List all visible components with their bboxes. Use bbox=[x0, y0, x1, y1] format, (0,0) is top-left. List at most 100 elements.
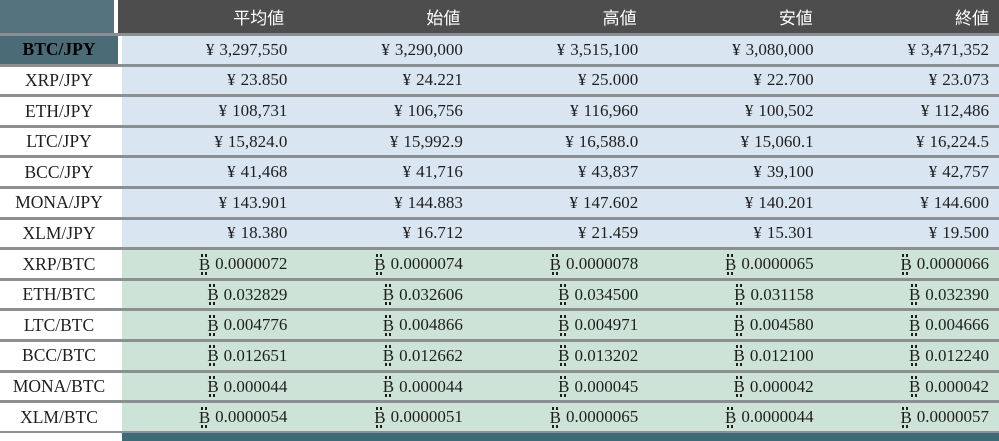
bitcoin-symbol: B bbox=[733, 376, 745, 397]
price-cell[interactable]: ¥144.600 bbox=[823, 189, 999, 217]
price-cell[interactable]: ¥22.700 bbox=[648, 66, 824, 95]
price-cell[interactable]: ¥16,588.0 bbox=[472, 127, 649, 156]
price-cell[interactable]: B 0.004971 bbox=[472, 311, 649, 340]
price-cell[interactable]: ¥3,515,100 bbox=[472, 36, 649, 64]
price-value: 0.0000051 bbox=[390, 407, 463, 427]
yen-symbol: ¥ bbox=[381, 39, 390, 59]
pair-label: XLM/JPY bbox=[22, 222, 96, 243]
pair-label-cell[interactable]: ETH/JPY bbox=[0, 97, 122, 125]
pair-label-cell[interactable]: MONA/BTC bbox=[0, 372, 122, 401]
price-cell[interactable]: B 0.0000066 bbox=[823, 250, 999, 278]
price-cell[interactable]: B 0.012651 bbox=[122, 342, 298, 370]
price-cell[interactable]: B 0.032390 bbox=[823, 280, 999, 309]
pair-label-cell[interactable]: ETH/BTC bbox=[0, 280, 122, 309]
price-cell[interactable]: B 0.032606 bbox=[297, 280, 473, 309]
yen-symbol: ¥ bbox=[556, 39, 566, 59]
price-cell[interactable]: B 0.000044 bbox=[297, 372, 473, 401]
price-cell[interactable]: ¥3,297,550 bbox=[122, 36, 298, 64]
yen-symbol: ¥ bbox=[907, 39, 917, 59]
yen-symbol: ¥ bbox=[570, 101, 579, 121]
price-value: 108,731 bbox=[232, 101, 288, 121]
price-cell[interactable]: ¥15,060.1 bbox=[648, 127, 824, 156]
pair-label-cell[interactable]: BCC/BTC bbox=[0, 342, 122, 370]
price-cell[interactable]: B 0.000044 bbox=[122, 372, 298, 401]
price-value: 0.012651 bbox=[223, 345, 288, 365]
price-cell[interactable]: B 0.000042 bbox=[823, 372, 999, 401]
price-cell[interactable]: B 0.0000065 bbox=[648, 250, 824, 278]
price-cell[interactable]: ¥16,224.5 bbox=[823, 127, 999, 156]
pair-label-cell[interactable]: BTC/JPY bbox=[0, 36, 122, 64]
price-cell[interactable]: ¥108,731 bbox=[122, 97, 298, 125]
price-cell[interactable]: B 0.012100 bbox=[648, 342, 824, 370]
price-cell[interactable]: ¥23.073 bbox=[823, 66, 999, 95]
price-cell[interactable]: ¥43,837 bbox=[472, 158, 649, 187]
price-cell[interactable]: ¥15,992.9 bbox=[297, 127, 473, 156]
price-cell[interactable]: B 0.0000074 bbox=[297, 250, 473, 278]
price-cell[interactable]: B 0.004580 bbox=[648, 311, 824, 340]
bitcoin-symbol: B bbox=[734, 284, 746, 306]
price-value: 0.012240 bbox=[925, 345, 990, 365]
pair-label-cell[interactable]: LTC/JPY bbox=[0, 127, 122, 156]
price-cell[interactable]: B 0.0000078 bbox=[472, 250, 649, 278]
price-cell[interactable]: B 0.000042 bbox=[648, 372, 824, 401]
price-cell[interactable]: ¥21.459 bbox=[472, 219, 649, 248]
price-cell[interactable]: ¥147.602 bbox=[472, 189, 649, 217]
price-cell[interactable]: ¥39,100 bbox=[648, 158, 824, 187]
table-row: BCC/BTC B 0.012651 B 0.012662 B 0.013202 B 0.01… bbox=[0, 339, 999, 370]
price-cell[interactable]: B 0.0000065 bbox=[472, 403, 649, 431]
price-cell[interactable]: ¥19.500 bbox=[823, 219, 999, 248]
pair-label-cell[interactable]: LTC/BTC bbox=[0, 311, 122, 340]
price-cell[interactable]: ¥3,290,000 bbox=[297, 36, 473, 64]
price-cell[interactable]: B 0.0000051 bbox=[297, 403, 473, 431]
price-cell[interactable]: B 0.000045 bbox=[472, 372, 649, 401]
price-cell[interactable]: ¥143.901 bbox=[122, 189, 298, 217]
price-cell[interactable]: ¥112,486 bbox=[823, 97, 999, 125]
price-value: 0.004666 bbox=[925, 315, 990, 335]
price-cell[interactable]: ¥25.000 bbox=[472, 66, 649, 95]
price-cell[interactable]: ¥24.221 bbox=[297, 66, 473, 95]
price-cell[interactable]: B 0.0000057 bbox=[823, 403, 999, 431]
price-cell[interactable]: ¥106,756 bbox=[297, 97, 473, 125]
price-cell[interactable]: B 0.0000044 bbox=[648, 403, 824, 431]
price-cell[interactable]: B 0.032829 bbox=[122, 280, 298, 309]
price-cell[interactable]: ¥3,080,000 bbox=[648, 36, 824, 64]
pair-label-cell[interactable]: MONA/JPY bbox=[0, 189, 122, 217]
price-cell[interactable]: B 0.0000054 bbox=[122, 403, 298, 431]
yen-symbol: ¥ bbox=[227, 70, 236, 90]
price-cell[interactable]: ¥18.380 bbox=[122, 219, 298, 248]
pair-label-cell[interactable]: XLM/BTC bbox=[0, 403, 122, 431]
price-cell[interactable]: ¥100,502 bbox=[648, 97, 824, 125]
price-cell[interactable]: ¥23.850 bbox=[122, 66, 298, 95]
price-cell[interactable]: B 0.004866 bbox=[297, 311, 473, 340]
price-cell[interactable]: ¥15.301 bbox=[648, 219, 824, 248]
price-cell[interactable]: ¥3,471,352 bbox=[823, 36, 999, 64]
price-cell[interactable]: ¥41,716 bbox=[297, 158, 473, 187]
price-cell[interactable]: ¥116,960 bbox=[472, 97, 649, 125]
yen-symbol: ¥ bbox=[928, 162, 938, 182]
price-cell[interactable]: ¥140.201 bbox=[648, 189, 824, 217]
price-cell[interactable]: ¥15,824.0 bbox=[122, 127, 298, 156]
bitcoin-symbol: B bbox=[733, 314, 745, 336]
pair-label: XRP/JPY bbox=[24, 69, 94, 90]
price-value: 0.0000074 bbox=[390, 254, 463, 274]
price-cell[interactable]: ¥144.883 bbox=[297, 189, 473, 217]
corner-cell bbox=[0, 0, 118, 33]
price-cell[interactable]: B 0.004776 bbox=[122, 311, 298, 340]
pair-label-cell[interactable]: XRP/JPY bbox=[0, 66, 122, 95]
price-cell[interactable]: B 0.031158 bbox=[648, 280, 824, 309]
footer-bar bbox=[122, 433, 999, 441]
price-value: 15,060.1 bbox=[754, 131, 814, 151]
price-cell[interactable]: B 0.012662 bbox=[297, 342, 473, 370]
yen-symbol: ¥ bbox=[565, 131, 574, 151]
price-cell[interactable]: B 0.004666 bbox=[823, 311, 999, 340]
price-cell[interactable]: ¥16.712 bbox=[297, 219, 473, 248]
price-cell[interactable]: B 0.0000072 bbox=[122, 250, 298, 278]
price-cell[interactable]: ¥41,468 bbox=[122, 158, 298, 187]
price-cell[interactable]: B 0.013202 bbox=[472, 342, 649, 370]
price-cell[interactable]: B 0.034500 bbox=[472, 280, 649, 309]
price-cell[interactable]: B 0.012240 bbox=[823, 342, 999, 370]
pair-label-cell[interactable]: BCC/JPY bbox=[0, 158, 122, 187]
pair-label-cell[interactable]: XLM/JPY bbox=[0, 219, 122, 248]
pair-label-cell[interactable]: XRP/BTC bbox=[0, 250, 122, 278]
price-cell[interactable]: ¥42,757 bbox=[823, 158, 999, 187]
